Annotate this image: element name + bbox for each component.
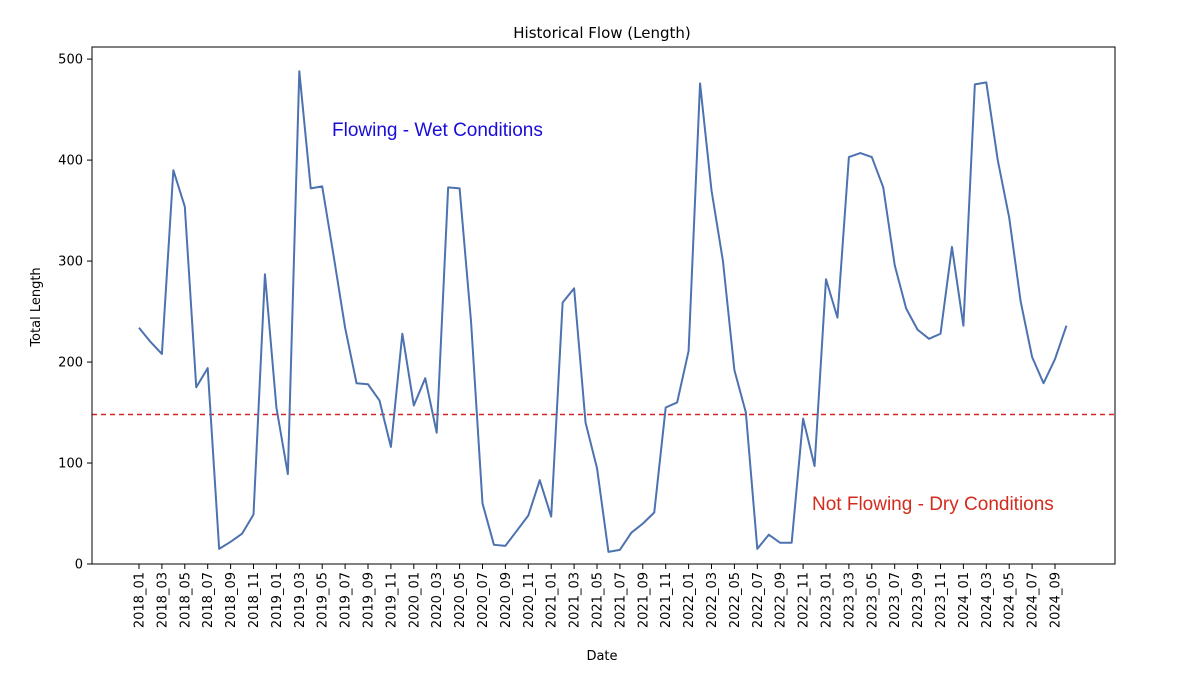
plot-frame [91, 46, 1116, 565]
x-tick-label: 2018_01 [133, 572, 148, 628]
annotation-wet-conditions: Flowing - Wet Conditions [332, 120, 543, 141]
x-tick-label: 2020_03 [430, 572, 445, 628]
x-tick-label: 2021_01 [545, 572, 560, 628]
y-tick-label: 0 [75, 558, 83, 573]
x-tick-label: 2022_05 [728, 572, 743, 628]
x-tick-label: 2018_05 [178, 572, 193, 628]
x-tick-label: 2023_07 [888, 572, 903, 628]
x-tick-label: 2020_01 [407, 572, 422, 628]
y-tick-label: 200 [58, 356, 83, 371]
y-tick-label: 300 [58, 255, 83, 270]
x-tick-label: 2024_01 [957, 572, 972, 628]
x-tick-label: 2018_09 [224, 572, 239, 628]
x-tick-label: 2019_07 [339, 572, 354, 628]
x-tick-label: 2022_11 [797, 572, 812, 628]
x-tick-label: 2020_09 [499, 572, 514, 628]
x-tick-label: 2019_05 [316, 572, 331, 628]
x-tick-label: 2023_01 [820, 572, 835, 628]
x-tick-label: 2018_07 [201, 572, 216, 628]
x-tick-label: 2022_07 [751, 572, 766, 628]
y-tick-label: 500 [58, 53, 83, 68]
x-tick-label: 2022_03 [705, 572, 720, 628]
x-tick-label: 2023_05 [865, 572, 880, 628]
x-tick-label: 2021_03 [568, 572, 583, 628]
y-tick-label: 100 [58, 457, 83, 472]
x-tick-label: 2023_09 [911, 572, 926, 628]
x-tick-label: 2019_03 [293, 572, 308, 628]
x-tick-label: 2021_05 [591, 572, 606, 628]
y-tick-label: 400 [58, 154, 83, 169]
x-tick-label: 2022_09 [774, 572, 789, 628]
x-tick-label: 2021_09 [636, 572, 651, 628]
x-tick-label: 2024_07 [1026, 572, 1041, 628]
chart-title: Historical Flow (Length) [513, 24, 690, 42]
x-tick-label: 2018_11 [247, 572, 262, 628]
x-tick-label: 2019_01 [270, 572, 285, 628]
series-line-total-length [138, 70, 1068, 553]
x-tick-label: 2021_07 [613, 572, 628, 628]
annotation-dry-conditions: Not Flowing - Dry Conditions [812, 494, 1054, 515]
x-tick-label: 2021_11 [659, 572, 674, 628]
x-tick-label: 2020_11 [522, 572, 537, 628]
x-tick-label: 2018_03 [155, 572, 170, 628]
x-tick-label: 2023_11 [934, 572, 949, 628]
x-tick-label: 2024_09 [1049, 572, 1064, 628]
plot-area [91, 46, 1116, 565]
x-tick-label: 2020_05 [453, 572, 468, 628]
x-tick-label: 2019_09 [362, 572, 377, 628]
y-axis: 0 100 200 300 400 500 [58, 53, 92, 573]
x-tick-label: 2022_01 [682, 572, 697, 628]
x-tick-label: 2019_11 [384, 572, 399, 628]
x-tick-label: 2023_03 [842, 572, 857, 628]
x-tick-label: 2024_05 [1003, 572, 1018, 628]
x-axis: 2018_01 2018_03 2018_05 2018_07 2018_09 2018_… [133, 564, 1064, 628]
x-axis-label: Date [586, 649, 617, 664]
y-axis-label: Total Length [29, 267, 44, 347]
x-tick-label: 2020_07 [476, 572, 491, 628]
x-tick-label: 2024_03 [980, 572, 995, 628]
